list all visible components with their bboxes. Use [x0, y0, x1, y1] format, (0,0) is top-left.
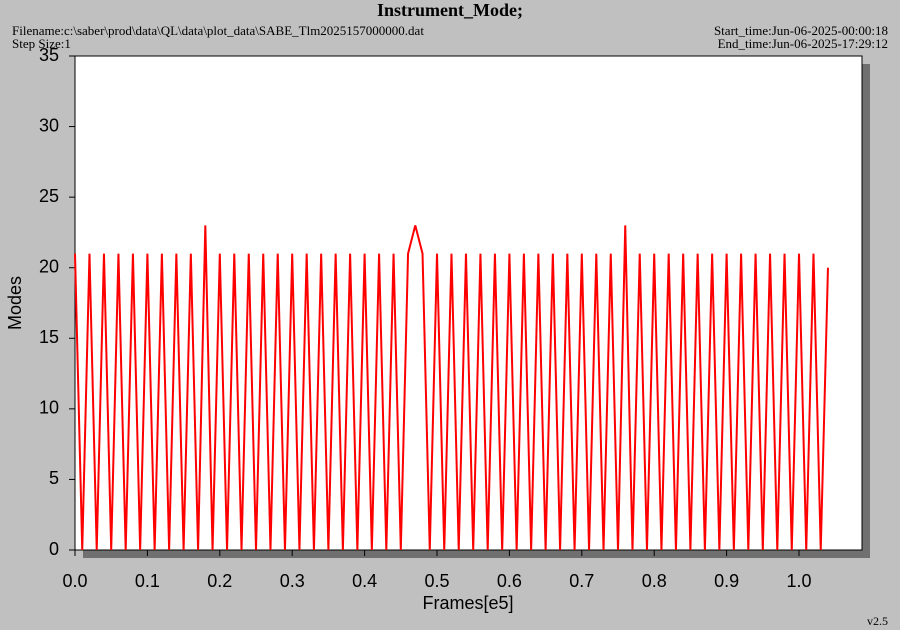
y-tick-label: 0 — [49, 539, 59, 559]
x-tick-label: 0.5 — [424, 571, 449, 591]
x-tick-label: 0.2 — [207, 571, 232, 591]
plot-area — [74, 55, 863, 551]
y-tick-label: 5 — [49, 468, 59, 488]
end-time: End_time:Jun-06-2025-17:29:12 — [718, 36, 888, 51]
x-tick-label: 0.9 — [714, 571, 739, 591]
x-tick-label: 0.0 — [62, 571, 87, 591]
x-tick-label: 0.3 — [280, 571, 305, 591]
x-axis-label: Frames[e5] — [422, 593, 513, 613]
y-tick-label: 10 — [39, 398, 59, 418]
y-axis-label: Modes — [5, 276, 25, 330]
start-time: Start_time:Jun-06-2025-00:00:18 — [714, 23, 888, 38]
step-size: Step Size:1 — [12, 36, 71, 51]
x-tick-label: 0.4 — [352, 571, 377, 591]
version: v2.5 — [867, 614, 888, 628]
x-tick-label: 0.8 — [642, 571, 667, 591]
y-tick-label: 25 — [39, 186, 59, 206]
data-line — [74, 225, 829, 551]
y-tick-label: 15 — [39, 327, 59, 347]
chart-title: Instrument_Mode; — [377, 0, 523, 20]
y-tick-label: 20 — [39, 256, 59, 276]
x-tick-label: 0.1 — [135, 571, 160, 591]
y-tick-label: 30 — [39, 115, 59, 135]
x-tick-label: 1.0 — [786, 571, 811, 591]
x-tick-label: 0.7 — [569, 571, 594, 591]
x-tick-label: 0.6 — [497, 571, 522, 591]
filename: Filename:c:\saber\prod\data\QL\data\plot… — [12, 23, 424, 38]
y-tick-label: 35 — [39, 45, 59, 65]
